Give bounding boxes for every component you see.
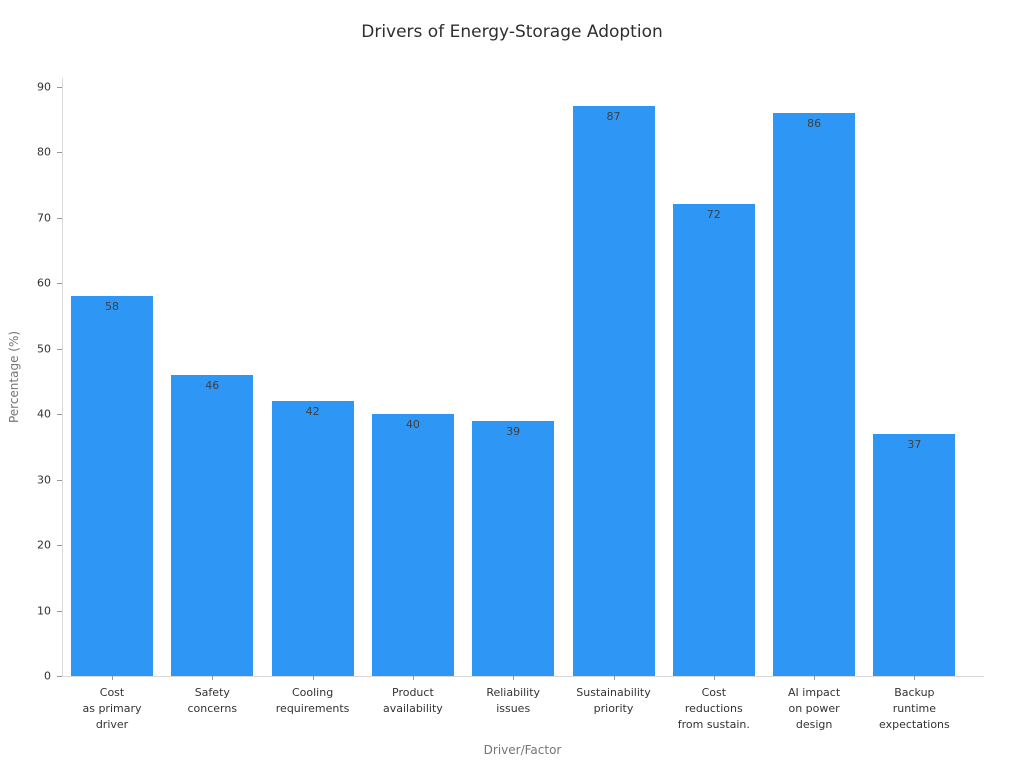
x-axis-tick xyxy=(613,676,615,680)
y-axis-tick xyxy=(57,86,62,88)
bar-value-label: 46 xyxy=(205,378,220,392)
y-axis-tick-label: 10 xyxy=(37,604,51,617)
y-axis-tick-label: 90 xyxy=(37,80,51,93)
y-axis-tick xyxy=(57,479,62,481)
bar-value-label: 42 xyxy=(305,404,320,418)
y-axis-tick xyxy=(57,152,62,153)
y-axis-tick-label: 60 xyxy=(37,276,51,290)
bar: 72 xyxy=(672,204,755,676)
y-axis-tick-label: 80 xyxy=(37,145,51,159)
bar: 39 xyxy=(472,420,555,676)
bar: 46 xyxy=(171,374,254,676)
y-axis-tick-label: 30 xyxy=(37,473,51,486)
bar-value-label: 39 xyxy=(506,424,521,438)
y-axis-tick-label: 40 xyxy=(37,407,51,421)
x-axis-category-label: Reliability issues xyxy=(486,686,541,715)
x-axis-category-label: Backup runtime expectations xyxy=(879,686,950,731)
y-axis-tick xyxy=(57,283,62,284)
bar-value-label: 72 xyxy=(706,208,721,222)
plot-area: 0 10 20 30 40 50 60 70 80 90 58 Cost as primary dri… xyxy=(37,78,984,731)
x-axis-category-label: Cooling requirements xyxy=(275,686,350,715)
y-axis-tick-label: 70 xyxy=(37,211,51,224)
x-axis-category-label: Safety concerns xyxy=(187,686,238,715)
bar-value-label: 58 xyxy=(105,300,119,314)
y-axis-tick xyxy=(57,217,62,219)
x-axis-tick xyxy=(112,676,113,680)
bar-value-label: 40 xyxy=(405,418,420,431)
bar: 58 xyxy=(71,296,153,676)
bar: 40 xyxy=(371,414,454,676)
y-axis-tick-label: 0 xyxy=(44,669,51,683)
x-axis-tick xyxy=(914,676,916,680)
bar: 86 xyxy=(773,112,856,676)
bar-value-label: 86 xyxy=(807,116,822,130)
x-axis-category-label: Sustainability priority xyxy=(576,686,651,715)
y-axis-tick xyxy=(57,348,62,350)
x-axis-category-label: AI impact on power design xyxy=(788,686,841,731)
bar-value-label: 37 xyxy=(907,437,922,451)
x-axis-category-label: Cost as primary driver xyxy=(82,686,142,731)
x-axis-tick xyxy=(513,676,515,680)
y-axis-tick xyxy=(57,676,62,677)
chart-title: Drivers of Energy-Storage Adoption xyxy=(361,22,663,42)
x-axis-tick xyxy=(814,676,816,680)
x-axis-category-label: Cost reductions from sustain. xyxy=(677,686,750,731)
bar: 87 xyxy=(572,106,655,676)
x-axis-tick xyxy=(713,676,715,680)
y-axis-tick xyxy=(57,414,62,415)
bar: 42 xyxy=(271,400,354,676)
y-axis-tick xyxy=(57,545,62,546)
bar: 37 xyxy=(873,433,956,676)
x-axis-tick xyxy=(212,676,214,680)
x-axis-tick xyxy=(412,676,414,680)
x-axis-title: Driver/Factor xyxy=(483,743,562,757)
x-axis-category-label: Product availability xyxy=(382,686,443,715)
y-axis-tick-label: 50 xyxy=(37,342,51,355)
bar-value-label: 87 xyxy=(606,110,621,124)
x-axis-tick xyxy=(312,676,314,680)
y-axis-tick xyxy=(57,610,62,612)
y-axis-tick-label: 20 xyxy=(37,538,51,552)
